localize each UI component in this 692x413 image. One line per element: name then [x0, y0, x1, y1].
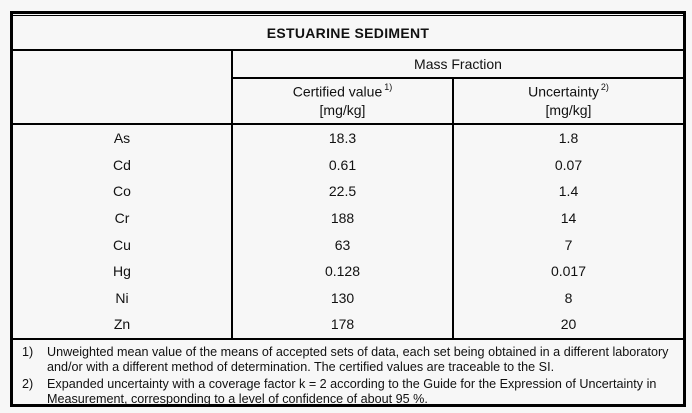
uncertainty-value: 8 — [564, 289, 573, 306]
certified-value: 130 — [232, 284, 454, 312]
element-column-spacer — [13, 50, 233, 125]
element-symbol: Ni — [13, 284, 233, 312]
footnote-2: 2) Expanded uncertainty with a coverage … — [19, 377, 677, 408]
column-header-row: Certified value 1) [mg/kg] Uncertainty 2) … — [13, 78, 683, 125]
table-title-row: ESTUARINE SEDIMENT — [13, 16, 683, 51]
mass-fraction-table: ESTUARINE SEDIMENT Mass Fraction Certifi… — [13, 16, 683, 411]
certificate-table-inner: ESTUARINE SEDIMENT Mass Fraction Certifi… — [13, 15, 683, 411]
footnotes-cell: 1) Unweighted mean value of the means of… — [13, 337, 683, 411]
certified-value: 178 — [232, 311, 454, 339]
table-row: Zn 178 20 — [13, 311, 683, 339]
table-row: Cu 63 7 — [13, 231, 683, 258]
uncertainty-value: 0.07 — [554, 156, 583, 173]
footnotes-row: 1) Unweighted mean value of the means of… — [13, 337, 683, 411]
certified-value-label: Certified value — [292, 83, 383, 100]
certified-value-column-header: Certified value 1) [mg/kg] — [232, 78, 454, 125]
uncertainty-value: 7 — [564, 236, 573, 253]
element-symbol: Co — [13, 178, 233, 205]
table-row: As 18.3 1.8 — [13, 124, 683, 152]
element-symbol: As — [13, 124, 233, 152]
footnote-1: 1) Unweighted mean value of the means of… — [19, 345, 677, 376]
uncertainty-unit: [mg/kg] — [545, 102, 592, 119]
footnote-1-text: Unweighted mean value of the means of ac… — [47, 344, 669, 375]
uncertainty-value: 1.8 — [558, 130, 579, 147]
footnote-2-marker: 2) — [22, 376, 34, 391]
element-symbol: Hg — [13, 257, 233, 285]
mass-fraction-group-header: Mass Fraction — [232, 50, 683, 79]
certified-value: 63 — [232, 231, 454, 258]
uncertainty-label: Uncertainty — [528, 83, 599, 100]
footnote-ref-2: 2) — [600, 81, 609, 92]
table-row: Co 22.5 1.4 — [13, 178, 683, 205]
column-group-row: Mass Fraction — [13, 50, 683, 125]
table-row: Hg 0.128 0.017 — [13, 257, 683, 285]
uncertainty-column-header: Uncertainty 2) [mg/kg] — [453, 78, 683, 125]
element-symbol: Cd — [13, 151, 233, 179]
footnote-2-text: Expanded uncertainty with a coverage fac… — [47, 376, 657, 407]
certified-value: 0.61 — [232, 151, 454, 179]
uncertainty-value: 1.4 — [558, 183, 579, 200]
uncertainty-value: 20 — [560, 316, 577, 333]
certified-value: 188 — [232, 204, 454, 232]
element-symbol: Cu — [13, 231, 233, 258]
table-row: Ni 130 8 — [13, 284, 683, 312]
certificate-table: ESTUARINE SEDIMENT Mass Fraction Certifi… — [10, 11, 686, 411]
table-row: Cr 188 14 — [13, 204, 683, 232]
certified-value: 0.128 — [232, 257, 454, 285]
footnote-ref-1: 1) — [384, 81, 393, 92]
element-symbol: Cr — [13, 204, 233, 232]
footnote-1-marker: 1) — [22, 344, 34, 359]
certified-value-unit: [mg/kg] — [319, 102, 366, 119]
table-title: ESTUARINE SEDIMENT — [13, 16, 683, 51]
uncertainty-value: 14 — [560, 210, 577, 227]
certified-value: 18.3 — [232, 124, 454, 152]
table-row: Cd 0.61 0.07 — [13, 151, 683, 179]
certified-value: 22.5 — [232, 178, 454, 205]
uncertainty-value: 0.017 — [550, 263, 587, 280]
element-symbol: Zn — [13, 311, 233, 339]
